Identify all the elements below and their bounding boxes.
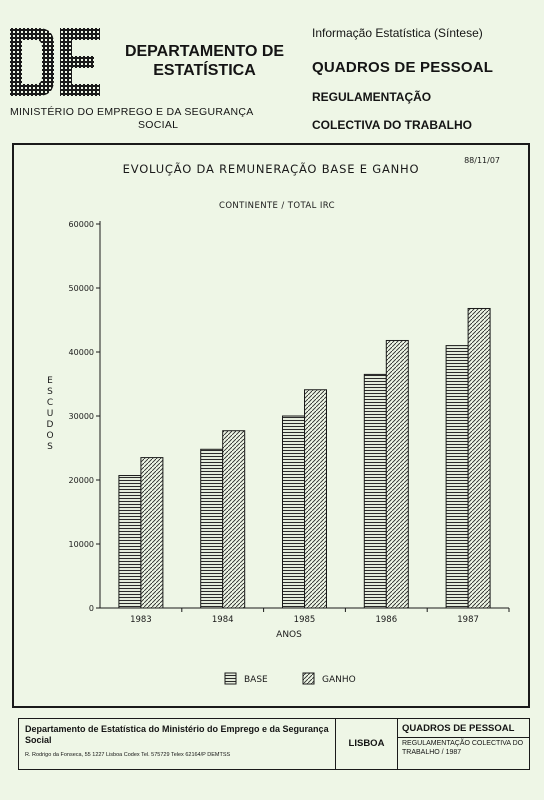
x-axis-label: ANOS: [276, 630, 302, 640]
footer-department-cell: Departamento de Estatística do Ministéri…: [19, 719, 336, 769]
bar-base-1983: [118, 475, 142, 609]
chart-date: 88/11/07: [464, 156, 500, 165]
bar-ganho-1987: [467, 307, 491, 609]
footer-publication-cell: QUADROS DE PESSOAL REGULAMENTAÇÃO COLECT…: [398, 719, 529, 769]
bar-ganho-1986: [385, 339, 409, 609]
bar-ganho-1983: [140, 457, 164, 609]
x-tick-label: 1984: [212, 615, 234, 625]
legend-swatch-ganho: [302, 672, 315, 685]
ministry-line-1: MINISTÉRIO DO EMPREGO E DA SEGURANÇA: [10, 106, 254, 118]
svg-text:O: O: [46, 431, 53, 441]
svg-text:E: E: [47, 376, 53, 386]
subtitle-line-2: COLECTIVA DO TRABALHO: [312, 118, 472, 132]
legend-label-ganho: GANHO: [322, 675, 356, 685]
legend-label-base: BASE: [244, 675, 268, 685]
bar-chart: EVOLUÇÃO DA REMUNERAÇÃO BASE E GANHO 88/…: [46, 156, 510, 685]
y-tick-label: 10000: [69, 540, 94, 549]
bar-base-1984: [200, 448, 224, 609]
bar-base-1987: [445, 345, 469, 609]
info-title: Informação Estatística (Síntese): [312, 26, 483, 40]
chart-title: EVOLUÇÃO DA REMUNERAÇÃO BASE E GANHO: [123, 161, 420, 176]
y-tick-label: 30000: [69, 412, 94, 421]
svg-text:S: S: [47, 387, 53, 397]
footer-city-cell: LISBOA: [336, 719, 398, 769]
svg-text:S: S: [47, 442, 53, 452]
y-tick-label: 40000: [69, 348, 94, 357]
footer-publication: QUADROS DE PESSOAL: [402, 723, 515, 734]
footer-box: Departamento de Estatística do Ministéri…: [18, 718, 530, 770]
x-tick-label: 1985: [294, 615, 316, 625]
bar-base-1985: [282, 415, 305, 609]
y-tick-label: 60000: [69, 220, 94, 229]
ministry-name: MINISTÉRIO DO EMPREGO E DA SEGURANÇA SOC…: [10, 106, 310, 132]
x-tick-label: 1987: [457, 615, 479, 625]
de-logo: [10, 28, 100, 96]
x-tick-label: 1983: [130, 615, 152, 625]
y-tick-label: 0: [89, 604, 94, 613]
chart-subtitle: CONTINENTE / TOTAL IRC: [219, 201, 335, 211]
y-tick-label: 20000: [69, 476, 94, 485]
footer-divider: [398, 737, 529, 738]
department-name: DEPARTAMENTO DE ESTATÍSTICA: [124, 43, 285, 79]
x-tick-label: 1986: [375, 615, 397, 625]
svg-text:C: C: [47, 398, 53, 408]
ministry-line-2: SOCIAL: [138, 119, 179, 131]
legend-swatch-base: [224, 672, 237, 685]
svg-text:D: D: [47, 420, 54, 430]
bar-ganho-1984: [222, 430, 246, 609]
svg-text:U: U: [47, 409, 54, 419]
publication-title: QUADROS DE PESSOAL: [312, 59, 494, 76]
bar-base-1986: [363, 373, 387, 609]
footer-address: R. Rodrigo da Fonseca, 55 1227 Lisboa Co…: [25, 752, 231, 758]
chart-frame: [12, 143, 530, 708]
footer-department: Departamento de Estatística do Ministéri…: [25, 724, 329, 745]
footer-city: LISBOA: [348, 738, 385, 749]
y-tick-label: 50000: [69, 284, 94, 293]
bar-ganho-1985: [304, 389, 327, 609]
subtitle-line-1: REGULAMENTAÇÃO: [312, 90, 432, 104]
footer-subtitle: REGULAMENTAÇÃO COLECTIVA DO TRABALHO / 1…: [402, 740, 524, 756]
